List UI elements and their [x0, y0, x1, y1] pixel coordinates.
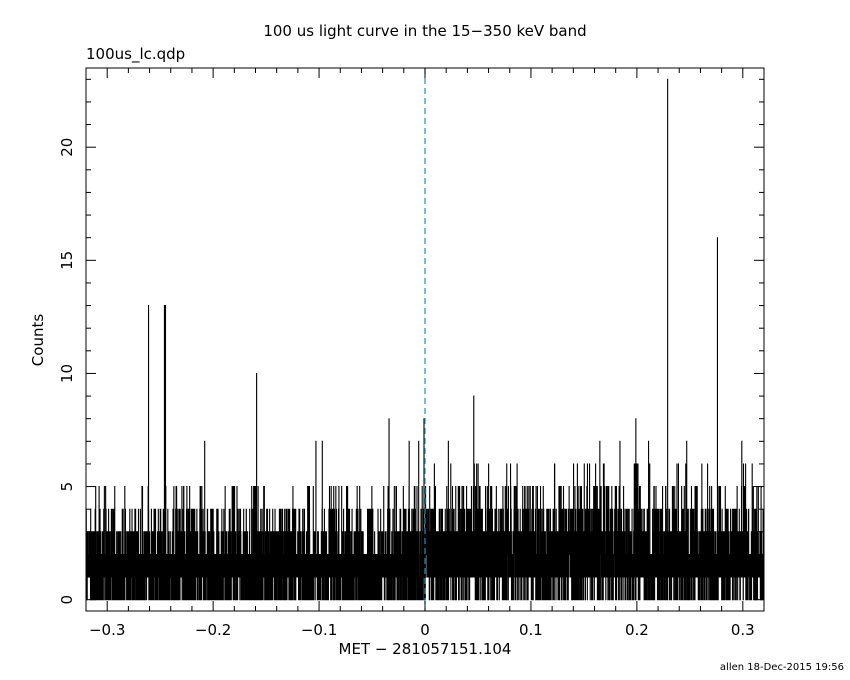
plot-frame	[85, 67, 765, 612]
y-tick-label: 5	[58, 482, 76, 492]
x-tick-label: 0.1	[519, 621, 543, 639]
data-series-counts	[85, 78, 765, 601]
y-tick-label: 15	[58, 251, 76, 270]
x-tick-label: 0.2	[625, 621, 649, 639]
counts-line	[85, 78, 765, 601]
x-tick-label: −0.2	[195, 621, 231, 639]
y-tick-label: 0	[58, 595, 76, 605]
y-tick-label: 10	[58, 364, 76, 383]
x-tick-label: −0.1	[301, 621, 337, 639]
tick-labels: −0.3 −0.2 −0.1 0 0.1 0.2 0.3 0 5 10 15 20	[58, 138, 755, 639]
chart-title: 100 us light curve in the 15−350 keV ban…	[263, 22, 587, 40]
x-tick-label: 0.3	[731, 621, 755, 639]
y-tick-label: 20	[58, 138, 76, 157]
x-tick-label: 0	[420, 621, 430, 639]
chart-subtitle: 100us_lc.qdp	[86, 45, 186, 63]
y-axis-label: Counts	[29, 313, 47, 367]
footer-stamp: allen 18-Dec-2015 19:56	[719, 662, 844, 673]
x-tick-label: −0.3	[89, 621, 125, 639]
x-axis-label: MET − 281057151.104	[338, 640, 512, 658]
